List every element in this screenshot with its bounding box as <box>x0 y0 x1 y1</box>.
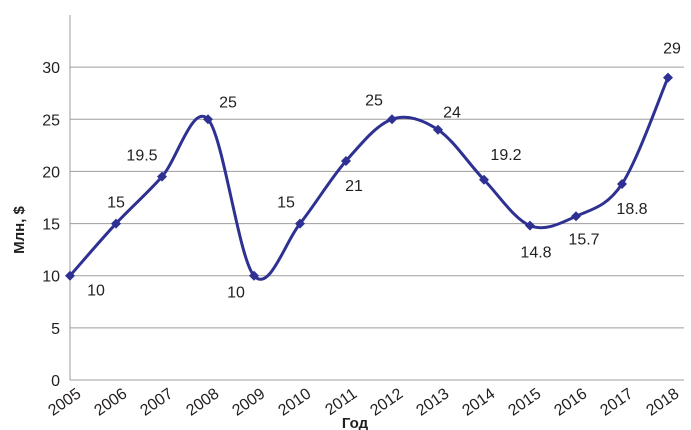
x-tick-label: 2011 <box>322 385 360 419</box>
data-label-2016: 15.7 <box>568 231 599 248</box>
data-label-2010: 15 <box>277 195 295 212</box>
x-tick-label: 2014 <box>459 385 498 419</box>
x-tick-label: 2006 <box>91 385 130 419</box>
x-tick-label: 2009 <box>229 385 268 419</box>
data-label-2007: 19.5 <box>126 148 157 165</box>
x-tick-label: 2010 <box>275 385 314 419</box>
x-tick-label: 2016 <box>551 385 590 419</box>
data-label-2015: 14.8 <box>520 245 551 262</box>
y-tick-label: 15 <box>42 217 60 234</box>
x-tick-label: 2013 <box>413 385 452 419</box>
axes <box>70 15 684 380</box>
x-tick-label: 2005 <box>45 385 84 419</box>
data-label-2014: 19.2 <box>490 147 521 164</box>
data-point-2012 <box>387 114 397 124</box>
y-axis-title: Млн, $ <box>11 205 28 253</box>
data-label-2018: 29 <box>663 41 681 58</box>
x-axis-title: Год <box>342 415 369 430</box>
y-tick-label: 5 <box>51 321 60 338</box>
data-point-2015 <box>525 221 535 231</box>
x-tick-label: 2008 <box>183 385 222 419</box>
y-tick-label: 0 <box>51 373 60 390</box>
x-tick-label: 2015 <box>505 385 544 419</box>
data-label-2017: 18.8 <box>616 201 647 218</box>
y-tick-label: 10 <box>42 269 60 286</box>
data-label-2005: 10 <box>87 283 105 300</box>
data-label-2006: 15 <box>107 195 125 212</box>
x-tick-label: 2012 <box>367 385 406 419</box>
data-point-2016 <box>571 211 581 221</box>
y-tick-labels: 0 5 10 15 20 25 30 <box>42 60 60 390</box>
data-label-2013: 24 <box>443 105 461 122</box>
y-tick-label: 30 <box>42 60 60 77</box>
x-tick-label: 2007 <box>137 385 176 419</box>
y-tick-label: 25 <box>42 112 60 129</box>
x-tick-label: 2017 <box>597 385 636 419</box>
x-tick-label: 2018 <box>643 385 682 419</box>
y-tick-label: 20 <box>42 164 60 181</box>
data-label-2011: 21 <box>345 178 363 195</box>
data-label-2009: 10 <box>227 285 245 302</box>
data-label-2012: 25 <box>365 92 383 109</box>
data-point-2018 <box>663 73 673 83</box>
data-label-2008: 25 <box>219 94 237 111</box>
